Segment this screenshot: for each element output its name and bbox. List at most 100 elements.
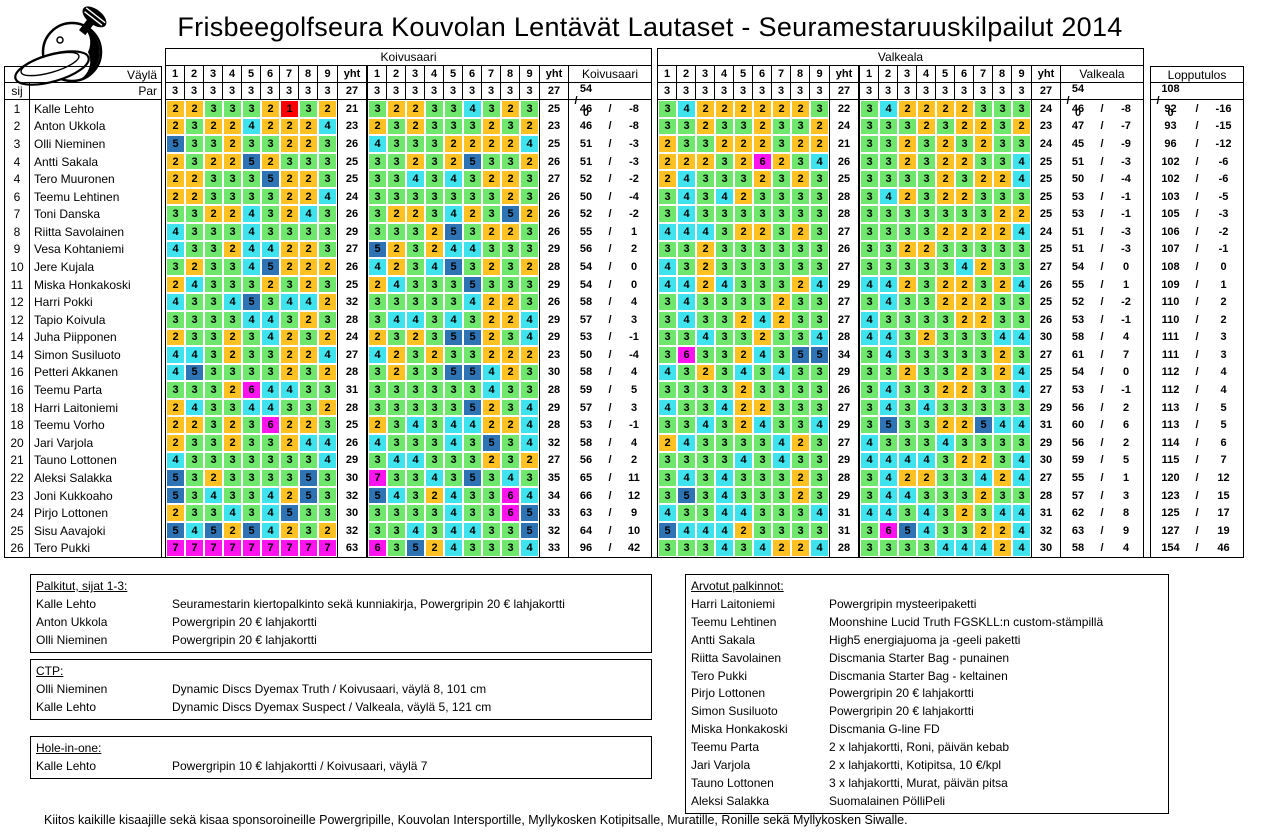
score-cell: 4 xyxy=(810,504,829,522)
round-total: 29 xyxy=(1032,398,1061,417)
score-cell: 3 xyxy=(734,293,753,311)
score-cell: 3 xyxy=(715,223,734,241)
score-cell: 4 xyxy=(242,310,261,329)
score-cell: 3 xyxy=(753,486,772,505)
score-cell: 3 xyxy=(974,275,993,294)
course-total-diff: 9 xyxy=(1122,524,1130,537)
par-value-cell: 3 xyxy=(791,83,810,99)
score-cell: 3 xyxy=(860,363,879,382)
final-total: 125/17 xyxy=(1150,504,1244,522)
score-cell: 2 xyxy=(734,346,753,364)
score-cell: 3 xyxy=(772,328,791,347)
score-cell: 5 xyxy=(520,504,539,522)
score-cell: 2 xyxy=(1012,117,1031,136)
score-cell: 3 xyxy=(223,170,242,188)
final-total-slash: / xyxy=(1195,454,1199,467)
round-total: 29 xyxy=(830,363,859,382)
player-name: Vesa Kohtaniemi xyxy=(30,240,162,259)
course-total-slash: / xyxy=(1100,190,1104,203)
score-cell: 3 xyxy=(406,135,425,153)
score-cell: 3 xyxy=(185,205,204,224)
course-total: 53/-1 xyxy=(1061,310,1144,329)
course-total: 50/-4 xyxy=(569,346,652,364)
score-cell: 4 xyxy=(677,469,696,487)
course-total-diff: 1 xyxy=(1122,471,1130,484)
par-value-cell: 3 xyxy=(166,83,185,99)
score-cell: 3 xyxy=(993,293,1012,311)
score-cell: 4 xyxy=(658,363,677,382)
final-total-diff: -6 xyxy=(1218,173,1229,186)
score-cell: 2 xyxy=(166,170,185,188)
score-cell: 3 xyxy=(406,346,425,364)
score-cell: 3 xyxy=(444,451,463,470)
score-cell: 3 xyxy=(658,310,677,329)
final-total-slash: / xyxy=(1195,489,1199,502)
score-cell: 3 xyxy=(463,381,482,399)
round-total: 23 xyxy=(540,346,569,364)
score-cell: 4 xyxy=(261,381,280,399)
par-value-cell: 3 xyxy=(879,83,898,99)
score-cell: 3 xyxy=(715,433,734,452)
score-cell: 3 xyxy=(520,293,539,311)
score-cell: 3 xyxy=(772,398,791,417)
score-cell: 2 xyxy=(482,170,501,188)
score-cell: 3 xyxy=(463,223,482,241)
round-total: 26 xyxy=(540,205,569,224)
score-cell: 3 xyxy=(791,205,810,224)
par-value-cell: 3 xyxy=(185,83,204,99)
final-total-diff: 6 xyxy=(1220,436,1227,449)
score-cell: 6 xyxy=(879,521,898,540)
score-cell: 3 xyxy=(204,135,223,153)
score-cell: 4 xyxy=(261,310,280,329)
round-total: 25 xyxy=(830,170,859,188)
score-cell: 4 xyxy=(879,100,898,118)
hole-number-header-row: Väylä 1 2 3 4 5 6 7 8 9 yht 1 2 3 4 5 6 7 8 9 yht Koivusaari 1… xyxy=(4,66,1244,83)
page-title: Frisbeegolfseura Kouvolan Lentävät Lauta… xyxy=(177,12,1123,42)
final-header: Lopputulos xyxy=(1150,66,1244,83)
score-cell: 3 xyxy=(936,310,955,329)
score-cell: 3 xyxy=(425,205,444,224)
par-value-cell: 3 xyxy=(482,83,501,99)
par-course-total-diff: 0 xyxy=(1074,107,1082,119)
score-cell: 3 xyxy=(425,451,444,470)
score-cell: 3 xyxy=(1012,293,1031,311)
prize-row: Teemu Parta 2 x lahjakortti, Roni, päivän… xyxy=(691,738,1163,756)
player-name: Jere Kujala xyxy=(30,258,162,276)
score-cell: 3 xyxy=(715,170,734,188)
score-cell: 3 xyxy=(898,416,917,434)
final-total-value: 113 xyxy=(1161,401,1180,414)
score-cell: 2 xyxy=(425,240,444,259)
score-cell: 3 xyxy=(166,381,185,399)
score-cell: 2 xyxy=(501,310,520,329)
course-total-value: 51 xyxy=(1071,243,1085,256)
score-cell: 3 xyxy=(936,504,955,522)
round-total: 26 xyxy=(1032,275,1061,294)
final-total-value: 96 xyxy=(1164,137,1177,150)
course-total-value: 46 xyxy=(579,120,593,133)
score-cell: 4 xyxy=(753,416,772,434)
score-cell: 2 xyxy=(520,205,539,224)
score-cell: 3 xyxy=(974,100,993,118)
score-cell: 2 xyxy=(696,100,715,118)
score-cell: 3 xyxy=(425,521,444,540)
final-total-value: 123 xyxy=(1161,489,1180,502)
score-cell: 4 xyxy=(677,521,696,540)
final-total-value: 110 xyxy=(1161,313,1180,326)
player-rank: 26 xyxy=(4,539,30,558)
final-total-value: 113 xyxy=(1161,419,1180,432)
player-name: Kalle Lehto xyxy=(30,100,162,118)
score-cell: 2 xyxy=(166,187,185,206)
score-cell: 3 xyxy=(223,275,242,294)
score-cell: 3 xyxy=(753,205,772,224)
course-group-koivusaari: Koivusaari xyxy=(165,48,652,66)
prize-recipient: Anton Ukkola xyxy=(36,615,108,629)
score-cell: 2 xyxy=(425,486,444,505)
